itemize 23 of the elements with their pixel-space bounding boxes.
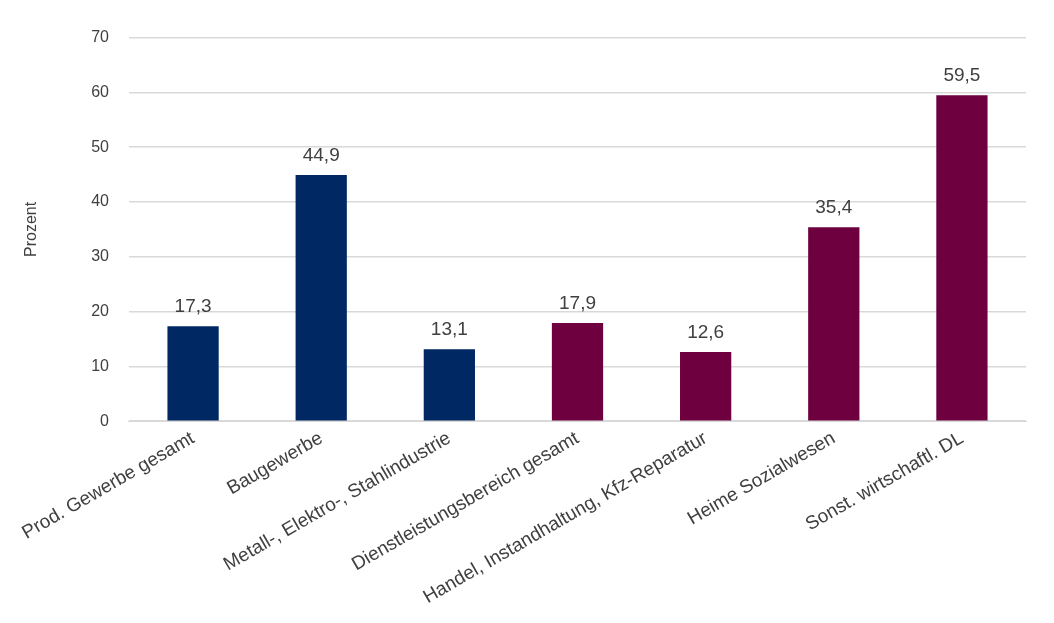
y-tick-label: 40 bbox=[91, 192, 110, 210]
data-label: 13,1 bbox=[430, 318, 468, 340]
y-axis-title: Prozent bbox=[22, 201, 40, 257]
bar bbox=[680, 352, 732, 421]
data-label: 35,4 bbox=[815, 195, 853, 217]
y-tick-label: 0 bbox=[100, 411, 110, 429]
bar bbox=[551, 323, 604, 421]
y-tick-label: 10 bbox=[91, 356, 110, 374]
data-label: 44,9 bbox=[302, 143, 340, 165]
bar bbox=[167, 326, 219, 421]
bar bbox=[295, 175, 347, 421]
y-tick-label: 20 bbox=[91, 301, 110, 319]
bar bbox=[808, 227, 860, 421]
y-tick-label: 60 bbox=[91, 82, 110, 100]
y-tick-label: 30 bbox=[91, 247, 110, 265]
data-label: 59,5 bbox=[943, 63, 981, 85]
bar bbox=[423, 349, 475, 421]
data-label: 12,6 bbox=[687, 320, 725, 342]
y-tick-label: 70 bbox=[91, 28, 110, 46]
bar bbox=[936, 95, 988, 421]
y-tick-label: 50 bbox=[91, 137, 110, 155]
data-label: 17,3 bbox=[174, 295, 212, 317]
data-label: 17,9 bbox=[559, 291, 596, 313]
